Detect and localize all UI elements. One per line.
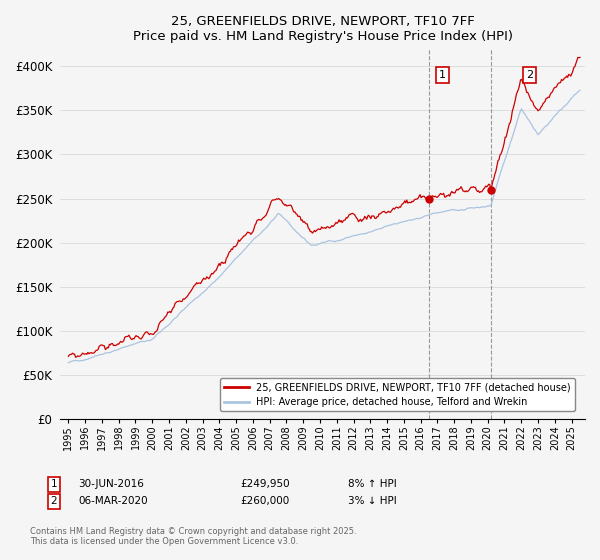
- Text: 30-JUN-2016: 30-JUN-2016: [78, 479, 144, 489]
- Text: £260,000: £260,000: [240, 496, 289, 506]
- Text: 1: 1: [50, 479, 58, 489]
- Text: Contains HM Land Registry data © Crown copyright and database right 2025.
This d: Contains HM Land Registry data © Crown c…: [30, 526, 356, 546]
- Title: 25, GREENFIELDS DRIVE, NEWPORT, TF10 7FF
Price paid vs. HM Land Registry's House: 25, GREENFIELDS DRIVE, NEWPORT, TF10 7FF…: [133, 15, 512, 43]
- Text: 2: 2: [526, 70, 533, 80]
- Text: £249,950: £249,950: [240, 479, 290, 489]
- Text: 1: 1: [439, 70, 446, 80]
- Text: 06-MAR-2020: 06-MAR-2020: [78, 496, 148, 506]
- Text: 8% ↑ HPI: 8% ↑ HPI: [348, 479, 397, 489]
- Text: 3% ↓ HPI: 3% ↓ HPI: [348, 496, 397, 506]
- Text: 2: 2: [50, 496, 58, 506]
- Legend: 25, GREENFIELDS DRIVE, NEWPORT, TF10 7FF (detached house), HPI: Average price, d: 25, GREENFIELDS DRIVE, NEWPORT, TF10 7FF…: [220, 378, 575, 411]
